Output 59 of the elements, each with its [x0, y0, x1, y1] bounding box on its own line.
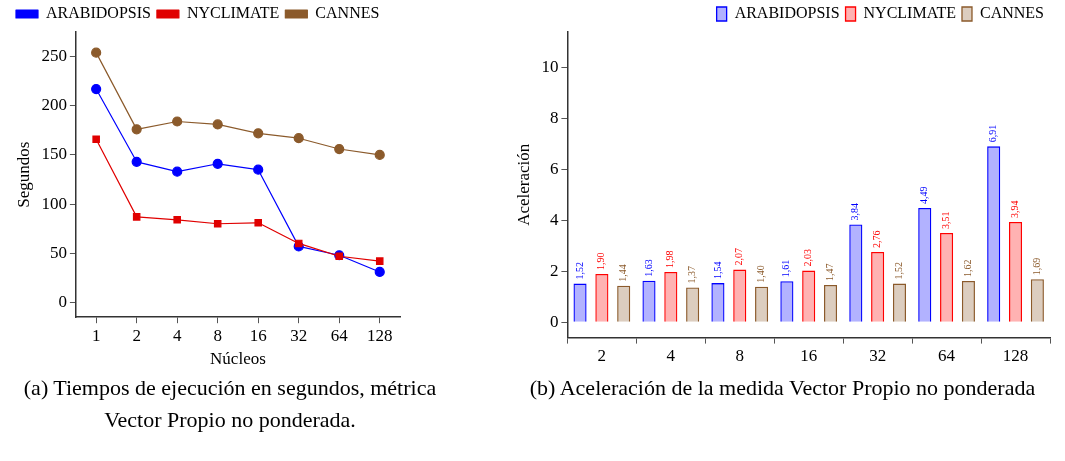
y-tick-label: 2 — [549, 260, 559, 280]
x-tick-label: 64 — [330, 325, 349, 345]
legend-label: NYCLIMATE — [863, 4, 956, 22]
x-tick-label: 8 — [213, 325, 222, 345]
data-label: 1,54 — [711, 261, 723, 280]
data-label: 1,37 — [686, 265, 698, 284]
x-tick-label: 2 — [132, 325, 141, 345]
data-label: 1,52 — [893, 262, 905, 280]
text: (b) Aceleración de la medida Vector Propio no ponderada — [528, 374, 1037, 402]
data-label: 1,40 — [755, 265, 767, 283]
data-label: 3,94 — [1009, 200, 1021, 218]
x-tick-label: 16 — [800, 346, 818, 366]
y-tick-label: 100 — [41, 193, 67, 213]
y-tick-label: 8 — [549, 108, 559, 128]
x-axis-title: Núcleos — [210, 349, 266, 369]
data-label: 2,03 — [802, 249, 814, 267]
data-label: 3,51 — [940, 211, 952, 229]
data-label: 1,63 — [642, 259, 654, 277]
legend-label: ARABIDOPSIS — [734, 4, 840, 22]
data-label: 1,62 — [962, 259, 974, 278]
y-tick-label: 50 — [49, 242, 67, 262]
y-tick-label: 200 — [41, 95, 67, 115]
y-tick-label: 0 — [58, 291, 67, 311]
data-label: 1,69 — [1030, 257, 1042, 276]
data-label: 6,91 — [987, 124, 999, 143]
data-label: 4,49 — [918, 186, 930, 204]
x-tick-label: 32 — [869, 346, 887, 366]
x-tick-label: 1 — [91, 325, 101, 345]
data-label: 1,98 — [664, 250, 676, 268]
legend-label: CANNES — [315, 4, 380, 22]
y-axis-title: Aceleración — [513, 143, 533, 226]
y-axis-title: Segundos — [13, 141, 33, 208]
text: (a) Tiempos de ejecución en segundos, métrica Vector Propio no ponderada. — [22, 374, 438, 434]
data-label: 2,76 — [871, 230, 883, 249]
legend-label: NYCLIMATE — [186, 4, 280, 22]
y-tick-label: 6 — [549, 158, 559, 178]
data-label: 1,47 — [824, 263, 836, 281]
legend-label: CANNES — [979, 4, 1045, 22]
data-label: 1,44 — [617, 264, 629, 282]
data-label: 1,61 — [780, 259, 792, 278]
data-label: 1,90 — [595, 252, 607, 270]
x-tick-label: 32 — [290, 325, 308, 345]
data-label: 1,52 — [573, 262, 585, 280]
y-tick-label: 150 — [41, 144, 67, 164]
y-tick-label: 0 — [549, 311, 559, 331]
x-tick-label: 64 — [938, 346, 956, 366]
y-tick-label: 4 — [549, 209, 559, 229]
x-tick-label: 2 — [597, 346, 607, 366]
x-tick-label: 8 — [735, 346, 745, 366]
y-tick-label: 10 — [541, 57, 559, 77]
legend-label: ARABIDOPSIS — [46, 4, 151, 22]
y-tick-label: 250 — [41, 46, 67, 66]
x-tick-label: 4 — [666, 346, 676, 366]
x-tick-label: 4 — [172, 325, 182, 345]
x-tick-label: 128 — [366, 325, 393, 345]
data-label: 3,84 — [849, 203, 861, 221]
data-label: 2,07 — [733, 248, 745, 266]
x-tick-label: 16 — [249, 325, 267, 345]
x-tick-label: 128 — [1002, 346, 1029, 366]
